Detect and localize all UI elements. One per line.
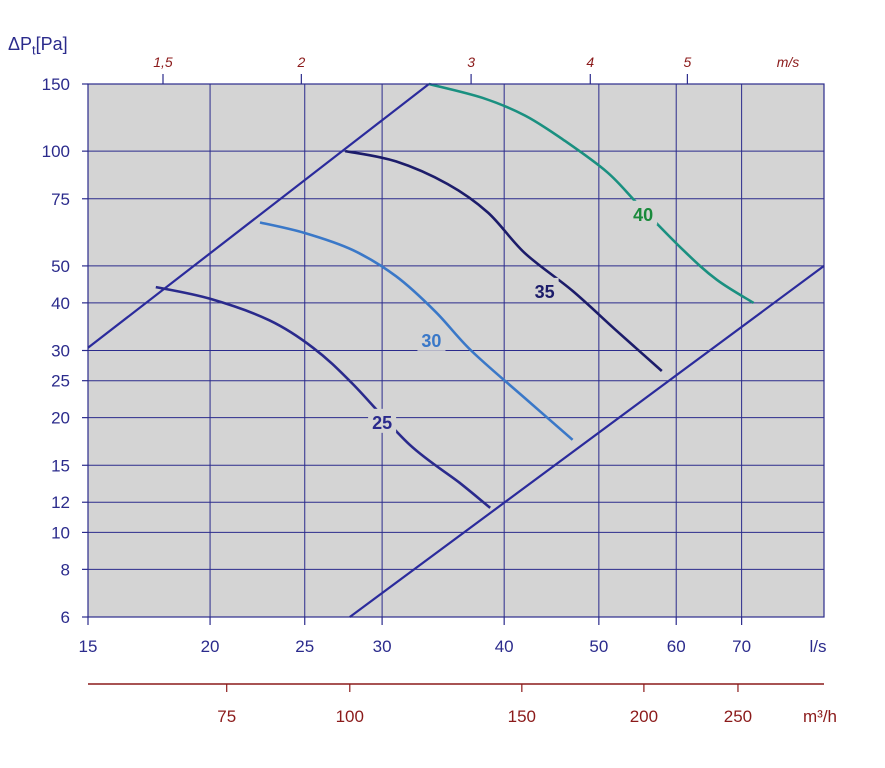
curves (155, 82, 755, 509)
boundary-lines (87, 83, 825, 618)
y-tick-label: 15 (51, 456, 70, 475)
curve-40 (428, 82, 755, 305)
x-axis-unit: l/s (810, 637, 827, 656)
top-axis-unit: m/s (777, 54, 800, 70)
curve-label-30: 30 (421, 331, 441, 351)
grid (88, 84, 824, 617)
curve-label-bg (629, 200, 658, 225)
y-tick-label: 6 (61, 608, 70, 627)
top-tick-label: 2 (296, 54, 305, 70)
y-tick-label: 50 (51, 257, 70, 276)
boundary-line (349, 265, 825, 618)
y-axis-title: ΔPt[Pa] (8, 34, 68, 58)
curve-35 (344, 149, 663, 372)
x-tick-label: 25 (295, 637, 314, 656)
x-tick-label: 50 (589, 637, 608, 656)
y-tick-label: 12 (51, 493, 70, 512)
y-tick-label: 20 (51, 409, 70, 428)
bottom-axis-airflow: 75 100 150 200 250 m³/h (88, 683, 837, 726)
x-tick-label: 15 (79, 637, 98, 656)
x-tick-label: 40 (495, 637, 514, 656)
top-axis-velocity: 1,5 2 3 4 5 m/s (153, 54, 799, 84)
y-tick-label: 40 (51, 294, 70, 313)
bottom-tick-label: 200 (630, 707, 658, 726)
curve-labels: 25 30 35 40 (368, 200, 658, 433)
x-tick-label: 30 (373, 637, 392, 656)
bottom-tick-label: 150 (508, 707, 536, 726)
top-tick-label: 5 (683, 54, 691, 70)
curve-25 (155, 285, 492, 509)
bottom-axis-unit: m³/h (803, 707, 837, 726)
y-tick-label: 75 (51, 190, 70, 209)
curve-label-25: 25 (372, 413, 392, 433)
x-tick-label: 60 (667, 637, 686, 656)
y-axis-title-text: ΔPt[Pa] (8, 34, 68, 58)
top-tick-label: 3 (467, 54, 475, 70)
x-tick-label: 70 (732, 637, 751, 656)
curve-30 (259, 221, 574, 441)
y-tick-label: 100 (42, 142, 70, 161)
bottom-tick-label: 250 (724, 707, 752, 726)
y-tick-label: 30 (51, 342, 70, 361)
curve-label-bg (530, 277, 559, 302)
x-tick-label: 20 (201, 637, 220, 656)
y-tick-label: 8 (61, 560, 70, 579)
y-tick-label: 25 (51, 372, 70, 391)
curve-label-35: 35 (535, 282, 555, 302)
bottom-tick-label: 75 (217, 707, 236, 726)
y-axis: 6 8 10 12 15 20 25 30 40 50 75 100 150 (42, 75, 88, 627)
top-tick-label: 4 (586, 54, 594, 70)
y-tick-label: 150 (42, 75, 70, 94)
boundary-line (87, 83, 430, 349)
curve-label-40: 40 (633, 205, 653, 225)
curve-label-bg (368, 408, 397, 433)
bottom-tick-label: 100 (336, 707, 364, 726)
y-tick-label: 10 (51, 523, 70, 542)
curve-label-bg (417, 326, 446, 351)
top-tick-label: 1,5 (153, 54, 173, 70)
x-axis: 15 20 25 30 40 50 60 70 l/s (79, 617, 827, 656)
